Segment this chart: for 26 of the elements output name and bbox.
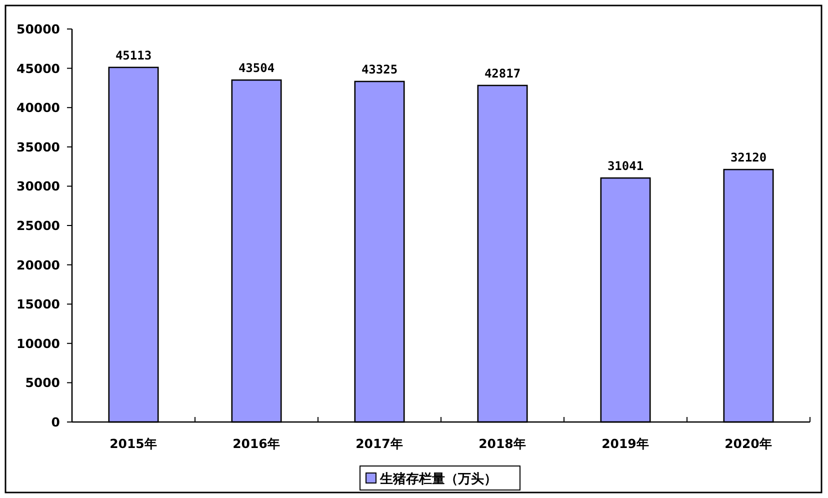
x-tick-label: 2015年 — [110, 436, 158, 451]
x-tick-label: 2019年 — [602, 436, 650, 451]
y-tick-label: 20000 — [16, 257, 60, 272]
y-tick-label: 5000 — [25, 375, 60, 390]
x-tick-label: 2017年 — [356, 436, 404, 451]
data-label: 43325 — [361, 62, 398, 76]
data-label: 45113 — [115, 48, 152, 62]
y-tick-label: 25000 — [16, 218, 60, 233]
y-tick-label: 15000 — [16, 296, 60, 312]
legend: 生猪存栏量（万头） — [360, 466, 520, 490]
data-label: 43504 — [238, 61, 275, 76]
y-tick-label: 10000 — [16, 336, 60, 351]
legend-label: 生猪存栏量（万头） — [379, 472, 497, 487]
y-tick-label: 50000 — [16, 22, 60, 36]
y-tick-label: 45000 — [16, 60, 60, 76]
x-tick-label: 2018年 — [478, 436, 526, 451]
x-tick-label: 2020年 — [724, 436, 772, 451]
y-tick-label: 40000 — [16, 100, 60, 116]
y-tick-label: 35000 — [16, 139, 60, 154]
y-tick-label: 0 — [51, 414, 60, 430]
data-label: 31041 — [607, 159, 644, 174]
x-tick-label: 2016年 — [232, 436, 280, 451]
data-label: 32120 — [730, 150, 767, 165]
y-tick-label: 30000 — [16, 178, 60, 194]
data-label: 42817 — [484, 66, 521, 80]
plot: 45113 43504 43325 42817 31041 32120 — [108, 48, 774, 423]
